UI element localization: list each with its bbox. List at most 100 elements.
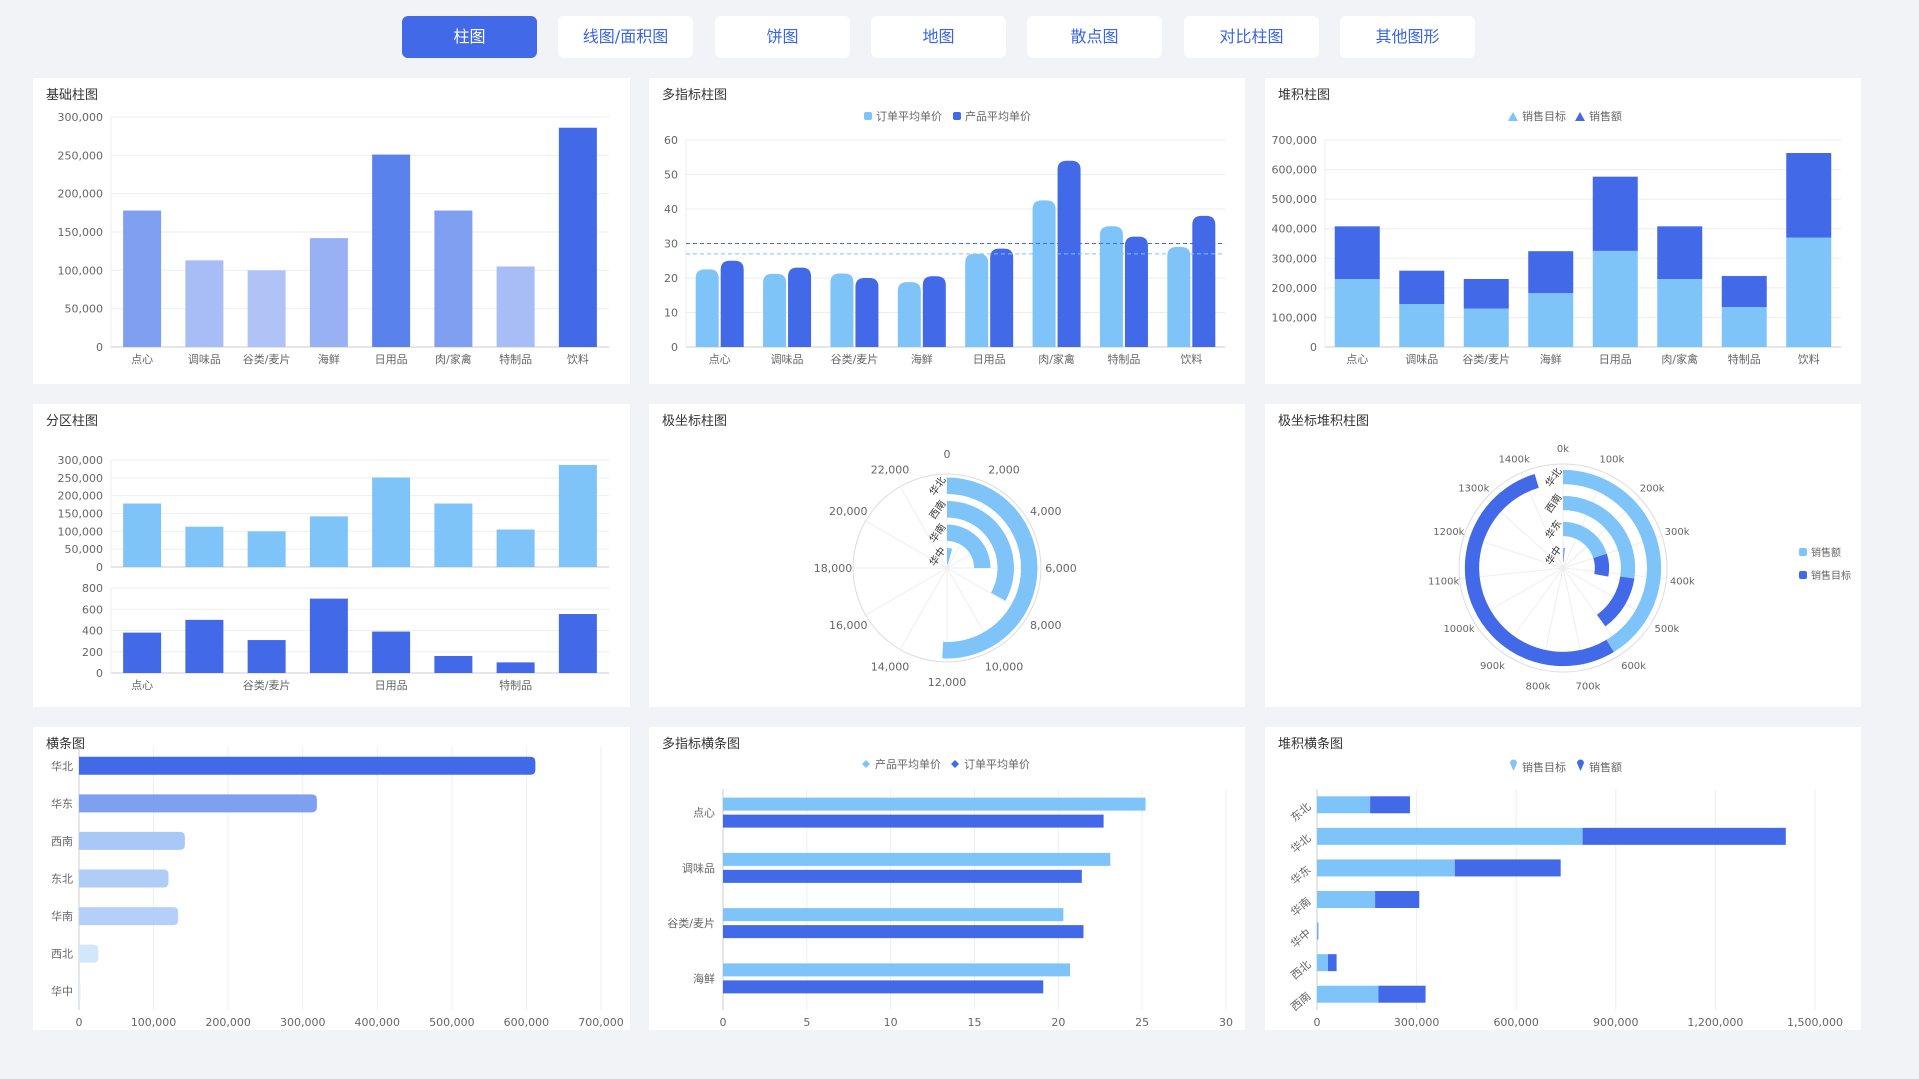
y-tick-label: 100,000: [1272, 311, 1318, 324]
bar-segment: [1592, 176, 1638, 251]
bar: [185, 619, 224, 673]
bar: [434, 656, 473, 673]
x-tick-label: 点心: [131, 353, 153, 366]
y-tick-label: 200,000: [58, 490, 104, 503]
y-tick-label: 华南: [1288, 894, 1314, 919]
y-tick-label: 150,000: [58, 508, 104, 521]
y-tick-label: 40: [664, 203, 678, 216]
tab-other[interactable]: 其他图形: [1340, 16, 1475, 58]
x-tick-label: 谷类/麦片: [243, 678, 291, 692]
tab-compare-bar[interactable]: 对比柱图: [1184, 16, 1319, 58]
bar: [372, 631, 411, 673]
y-tick-label: 500,000: [1272, 193, 1318, 206]
bar: [1167, 246, 1191, 347]
angle-tick-label: 900k: [1480, 661, 1505, 672]
bar: [763, 273, 787, 347]
angle-tick-label: 8,000: [1030, 619, 1062, 632]
y-tick-label: 200,000: [58, 188, 104, 201]
y-tick-label: 100,000: [58, 525, 104, 538]
x-tick-label: 25: [1135, 1016, 1149, 1029]
angle-tick-label: 1100k: [1428, 577, 1459, 588]
legend-marker: [1799, 548, 1807, 556]
bar: [723, 852, 1111, 866]
legend-label: 产品平均单价: [965, 109, 1031, 123]
polar-bar-panel: 极坐标柱图 0 2,000 4,000 6,000 8,000 10,000 12,000 1…: [649, 404, 1245, 707]
x-tick-label: 300,000: [280, 1016, 326, 1029]
y-tick-label: 点心: [693, 807, 715, 820]
bar-segment: [1721, 276, 1767, 308]
x-tick-label: 调味品: [1405, 353, 1438, 366]
multi-bar-panel: 多指标柱图 0 10 20 30 40 50 60 点心 调味品 谷类/麦片 海鲜 日用品 肉/家禽 特制…: [649, 78, 1245, 384]
bar-segment: [1317, 859, 1455, 877]
bar-segment: [1327, 954, 1337, 972]
bar: [720, 260, 744, 347]
bar: [434, 503, 473, 567]
legend-marker: [1508, 112, 1518, 121]
bar-segment: [1582, 827, 1786, 845]
split-bar-panel: 分区柱图 0 50,000 100,000 150,000 200,000 250,000…: [33, 404, 630, 707]
polar-spoke: [899, 567, 948, 650]
angle-tick-label: 20,000: [829, 505, 868, 518]
bar-segment: [1657, 278, 1703, 347]
legend-label: 订单平均单价: [876, 110, 942, 123]
tab-line-area[interactable]: 线图/面积图: [558, 16, 693, 58]
tab-bar[interactable]: 柱图: [402, 16, 537, 58]
angle-tick-label: 10,000: [985, 661, 1024, 674]
y-tick-label: 600: [82, 603, 103, 616]
y-tick-label: 30: [664, 238, 678, 251]
bar: [496, 266, 535, 347]
legend-label: 销售额: [1589, 109, 1622, 123]
bar: [723, 925, 1084, 939]
x-tick-label: 1,200,000: [1687, 1016, 1743, 1029]
x-tick-label: 日用品: [973, 353, 1006, 366]
y-tick-label: 10: [664, 307, 678, 320]
angle-tick-label: 22,000: [871, 463, 910, 476]
y-tick-label: 250,000: [58, 149, 104, 162]
x-tick-label: 900,000: [1593, 1016, 1639, 1029]
bar: [723, 814, 1104, 828]
bar: [723, 908, 1064, 922]
legend-marker: [862, 760, 870, 768]
angle-tick-label: 6,000: [1045, 562, 1077, 575]
legend-marker: [1577, 759, 1584, 771]
x-tick-label: 700,000: [578, 1016, 624, 1029]
y-tick-label: 300,000: [58, 111, 104, 124]
bar: [79, 869, 169, 888]
bar-segment: [1657, 226, 1703, 279]
tab-scatter[interactable]: 散点图: [1027, 16, 1162, 58]
polar-spoke: [865, 520, 948, 569]
y-tick-label: 谷类/麦片: [667, 916, 715, 930]
x-tick-label: 肉/家禽: [435, 352, 472, 366]
polar-bar-segment: [1464, 474, 1614, 667]
y-tick-label: 东北: [1288, 800, 1313, 824]
bar-segment: [1454, 859, 1561, 877]
category-label: 西南: [926, 498, 948, 522]
bar: [558, 464, 597, 567]
y-tick-label: 华南: [51, 909, 73, 923]
legend-marker: [1510, 759, 1517, 771]
bar-segment: [1317, 827, 1583, 845]
x-tick-label: 600,000: [1493, 1016, 1539, 1029]
tab-pie[interactable]: 饼图: [715, 16, 850, 58]
x-tick-label: 特制品: [499, 352, 532, 366]
bar-segment: [1528, 293, 1574, 347]
bar: [1124, 236, 1148, 347]
angle-tick-label: 1400k: [1499, 454, 1530, 465]
multi-hbar-panel: 多指标横条图 0 5 10 15 20 25 30 点心 调味品 谷类/麦片 海鲜 产品平均单价 订单平…: [649, 727, 1245, 1030]
category-label: 西南: [1542, 491, 1564, 515]
bar-segment: [1528, 251, 1574, 294]
y-tick-label: 东北: [51, 873, 73, 886]
bar: [922, 276, 946, 347]
bar-segment: [1317, 954, 1328, 972]
bar-segment: [1378, 985, 1426, 1003]
bar: [79, 982, 81, 1001]
panel-title: 基础柱图: [46, 88, 99, 103]
legend-label: 产品平均单价: [875, 757, 941, 771]
y-tick-label: 250,000: [58, 472, 104, 485]
x-tick-label: 日用品: [1599, 353, 1632, 366]
basic-bar-chart: 0 50,000 100,000 150,000 200,000 250,000 300,0…: [58, 111, 609, 366]
polar-spoke: [899, 486, 948, 569]
panel-title: 堆积横条图: [1278, 737, 1344, 752]
tab-map[interactable]: 地图: [871, 16, 1006, 58]
bar-segment: [1463, 278, 1509, 309]
